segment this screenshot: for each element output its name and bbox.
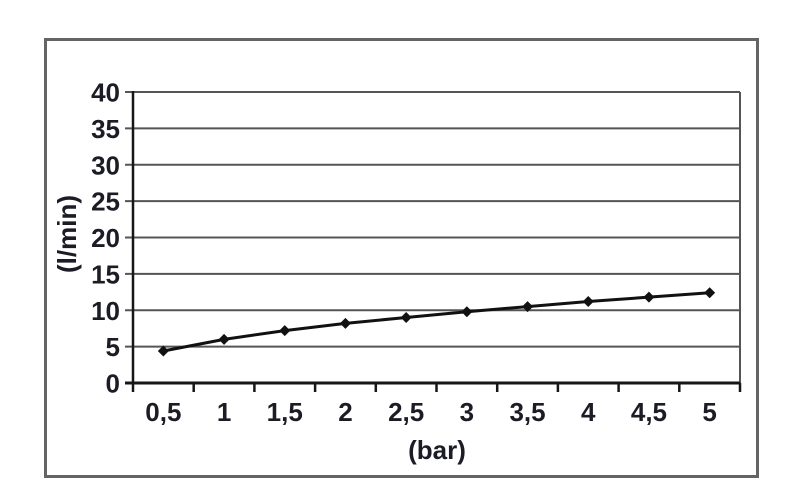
- x-tick-label: 4: [581, 397, 596, 427]
- data-point-marker: [582, 296, 594, 308]
- x-axis-title: (bar): [408, 435, 466, 465]
- y-tick-label: 15: [91, 259, 120, 289]
- data-point-marker: [522, 301, 534, 313]
- x-tick-label: 3: [460, 397, 474, 427]
- data-point-marker: [339, 317, 351, 329]
- figure-frame: [44, 38, 759, 478]
- x-tick-label: 3,5: [509, 397, 545, 427]
- data-point-marker: [704, 287, 716, 299]
- plot-area: 0 5 10 15 20 25 30 35 40 0,5 1 1,5 2 2,5 3 3,5 4 4,5 5: [91, 78, 742, 427]
- x-tick-label: 1: [217, 397, 231, 427]
- y-tick-label: 30: [91, 150, 120, 180]
- y-tick-label: 25: [91, 187, 120, 217]
- x-tick-label: 2: [338, 397, 352, 427]
- x-tick-label: 2,5: [388, 397, 424, 427]
- data-point-marker: [157, 345, 169, 357]
- data-point-marker: [400, 312, 412, 324]
- data-point-marker: [279, 325, 291, 337]
- y-tick-label: 20: [91, 223, 120, 253]
- x-tick-label: 1,5: [267, 397, 303, 427]
- y-axis-title: (l/min): [52, 195, 82, 273]
- y-tick-label: 0: [106, 369, 120, 399]
- x-tick-label: 5: [702, 397, 716, 427]
- data-point-marker: [461, 306, 473, 318]
- data-point-marker: [643, 291, 655, 303]
- y-tick-label: 35: [91, 114, 120, 144]
- y-tick-label: 5: [106, 332, 120, 362]
- x-tick-label: 4,5: [631, 397, 667, 427]
- y-tick-label: 40: [91, 78, 120, 108]
- y-tick-label: 10: [91, 296, 120, 326]
- data-point-marker: [218, 333, 230, 345]
- series-line: [161, 291, 712, 353]
- x-tick-label: 0,5: [145, 397, 181, 427]
